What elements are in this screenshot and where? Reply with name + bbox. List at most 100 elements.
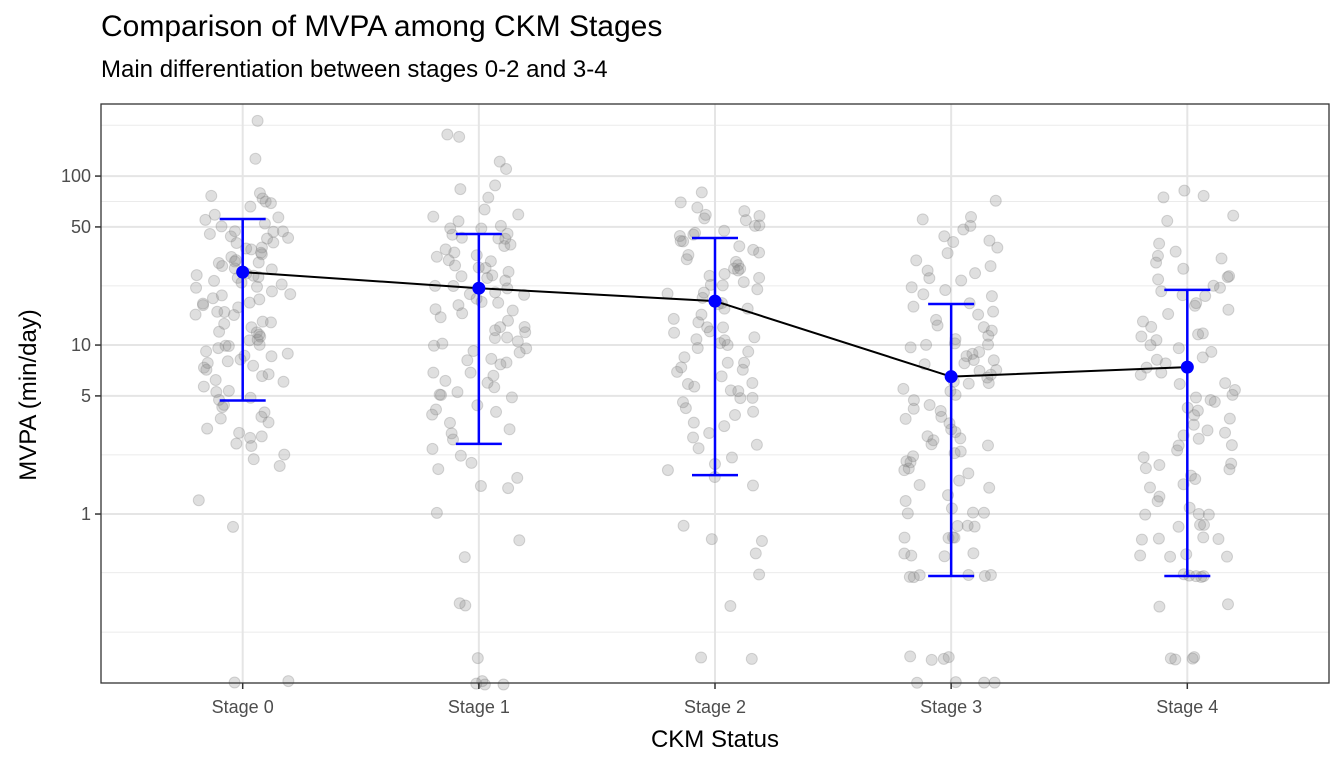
data-point	[716, 279, 729, 292]
data-point	[687, 416, 700, 429]
data-point	[259, 195, 272, 208]
data-point	[454, 449, 467, 462]
data-point	[506, 304, 519, 317]
x-tick-label: Stage 2	[684, 697, 746, 717]
x-tick-label: Stage 1	[448, 697, 510, 717]
data-point	[1205, 345, 1218, 358]
data-point	[1162, 307, 1175, 320]
data-point	[1191, 404, 1204, 417]
data-point	[444, 222, 457, 235]
data-point	[205, 189, 218, 202]
data-point	[753, 271, 766, 284]
data-point	[255, 246, 268, 259]
data-point	[436, 337, 449, 350]
data-point	[244, 431, 257, 444]
data-point	[243, 296, 256, 309]
data-point	[214, 412, 227, 425]
data-point	[255, 248, 268, 261]
data-point	[272, 211, 285, 224]
data-point	[452, 215, 465, 228]
data-point	[197, 299, 210, 312]
data-point	[243, 334, 256, 347]
data-point	[253, 187, 266, 200]
data-point	[907, 394, 920, 407]
data-point	[213, 325, 226, 338]
data-point	[519, 326, 532, 339]
data-point	[256, 192, 269, 205]
data-point	[739, 214, 752, 227]
data-point	[692, 442, 705, 455]
data-point	[215, 289, 228, 302]
data-point	[1136, 315, 1149, 328]
x-axis-title: CKM Status	[651, 726, 779, 753]
data-point	[1164, 550, 1177, 563]
data-point	[680, 253, 693, 266]
mean-point	[708, 294, 722, 308]
data-point	[253, 293, 266, 306]
data-point	[668, 326, 681, 339]
data-point	[902, 462, 915, 475]
data-point	[247, 359, 260, 372]
data-point	[1221, 598, 1234, 611]
data-point	[925, 653, 938, 666]
data-point	[1207, 279, 1220, 292]
data-point	[1197, 518, 1210, 531]
data-point	[267, 225, 280, 238]
data-point	[1192, 432, 1205, 445]
data-point	[1187, 418, 1200, 431]
data-point	[1169, 245, 1182, 258]
data-point	[255, 241, 268, 254]
data-point	[1188, 651, 1201, 664]
data-point	[957, 223, 970, 236]
data-point	[256, 370, 269, 383]
data-point	[749, 547, 762, 560]
data-point	[910, 254, 923, 267]
data-point	[222, 340, 235, 353]
data-point	[489, 179, 502, 192]
data-point	[1190, 297, 1203, 310]
data-point	[1225, 457, 1238, 470]
data-point	[253, 328, 266, 341]
data-point	[244, 200, 257, 213]
data-point	[1221, 550, 1234, 563]
data-point	[265, 350, 278, 363]
data-point	[677, 519, 690, 532]
data-point	[430, 506, 443, 519]
data-point	[671, 365, 684, 378]
summary-layer	[219, 217, 1211, 578]
data-point	[715, 370, 728, 383]
data-point	[492, 296, 505, 309]
data-point	[734, 392, 747, 405]
data-point	[982, 329, 995, 342]
data-point	[201, 422, 214, 435]
data-point	[968, 520, 981, 533]
data-point	[501, 331, 514, 344]
data-point	[1177, 262, 1190, 275]
data-point	[192, 494, 205, 507]
data-point	[456, 307, 469, 320]
data-point	[973, 345, 986, 358]
data-point	[916, 213, 929, 226]
data-point	[445, 427, 458, 440]
mean-point	[472, 281, 486, 295]
data-point	[1227, 209, 1240, 222]
data-point	[1157, 191, 1170, 204]
data-point	[233, 426, 246, 439]
data-point	[262, 368, 275, 381]
data-point	[475, 222, 488, 235]
data-point	[1197, 189, 1210, 202]
data-point	[753, 219, 766, 232]
data-point	[985, 290, 998, 303]
data-point	[1204, 394, 1217, 407]
data-point	[949, 676, 962, 689]
data-point	[721, 339, 734, 352]
data-point	[245, 440, 258, 453]
data-point	[939, 284, 952, 297]
data-point	[189, 308, 202, 321]
data-point	[222, 384, 235, 397]
data-point	[518, 288, 531, 301]
data-point	[251, 114, 264, 127]
data-point	[742, 345, 755, 358]
y-tick-label: 10	[71, 335, 91, 355]
data-point	[1144, 339, 1157, 352]
